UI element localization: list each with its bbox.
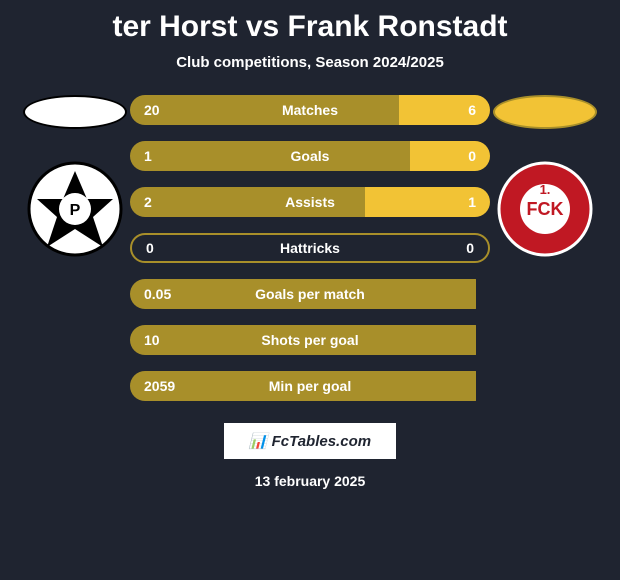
right-side: 1. FCK [490,95,600,257]
svg-text:P: P [70,202,81,219]
stat-left-value: 20 [144,102,160,118]
footer-date: 13 february 2025 [255,473,366,489]
right-ellipse-icon [493,95,597,129]
svg-text:FCK: FCK [527,199,564,219]
comparison-card: ter Horst vs Frank Ronstadt Club competi… [0,0,620,580]
stat-right-segment: 1 [365,187,490,217]
stat-row-matches: 206Matches [130,95,490,125]
stat-right-value: 6 [468,102,476,118]
stat-right-segment: 6 [399,95,490,125]
fck-logo-icon: 1. FCK [497,161,593,257]
stat-right-segment: 0 [474,235,488,261]
stat-left-value: 2 [144,194,152,210]
stat-left-segment: 10 [130,325,476,355]
stat-right-segment: 0 [410,141,490,171]
stat-row-assists: 21Assists [130,187,490,217]
left-team-logo: P [27,161,123,257]
stat-row-goals: 10Goals [130,141,490,171]
stat-left-segment: 0 [132,235,474,261]
body-row: P 206Matches10Goals21Assists00Hattricks0… [0,95,620,401]
stat-right-value: 0 [466,240,474,256]
right-team-logo: 1. FCK [497,161,593,257]
stat-left-segment: 2059 [130,371,476,401]
stat-right-segment [476,325,490,355]
stat-left-value: 2059 [144,378,175,394]
chart-icon: 📊 [249,432,268,450]
stat-row-min-per-goal: 2059Min per goal [130,371,490,401]
stat-right-value: 0 [468,148,476,164]
svg-text:1.: 1. [540,182,551,197]
stat-left-value: 10 [144,332,160,348]
stat-left-segment: 20 [130,95,399,125]
left-side: P [20,95,130,257]
stat-left-segment: 0.05 [130,279,476,309]
page-title: ter Horst vs Frank Ronstadt [112,10,507,44]
comparison-bars: 206Matches10Goals21Assists00Hattricks0.0… [130,95,490,401]
preussen-logo-icon: P [27,161,123,257]
stat-row-goals-per-match: 0.05Goals per match [130,279,490,309]
stat-row-shots-per-goal: 10Shots per goal [130,325,490,355]
stat-left-value: 0.05 [144,286,171,302]
stat-row-hattricks: 00Hattricks [130,233,490,263]
stat-left-segment: 1 [130,141,410,171]
brand-badge[interactable]: 📊 FcTables.com [224,423,396,459]
stat-right-segment [476,371,490,401]
stat-right-value: 1 [468,194,476,210]
left-ellipse-icon [23,95,127,129]
stat-left-segment: 2 [130,187,365,217]
page-subtitle: Club competitions, Season 2024/2025 [176,54,444,71]
stat-right-segment [476,279,490,309]
brand-text: FcTables.com [272,433,371,450]
stat-left-value: 0 [146,240,154,256]
stat-left-value: 1 [144,148,152,164]
